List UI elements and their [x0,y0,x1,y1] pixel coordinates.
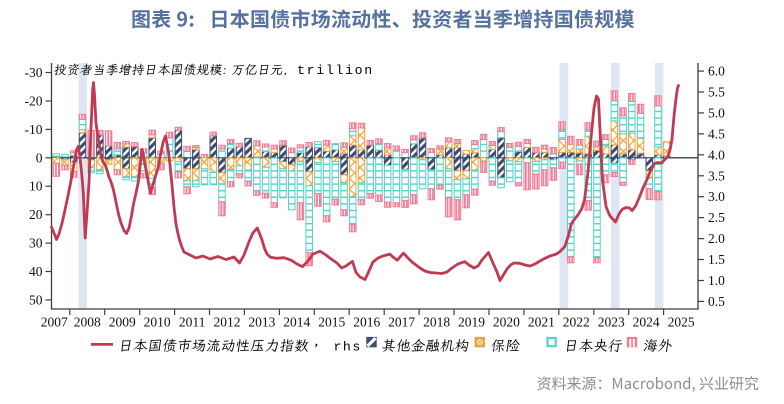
svg-text:1.0: 1.0 [708,273,725,288]
svg-text:30: 30 [29,236,43,251]
svg-text:2024: 2024 [633,315,660,330]
svg-text:3.5: 3.5 [708,168,725,183]
svg-text:6.0: 6.0 [708,64,725,79]
svg-text:2014: 2014 [283,315,310,330]
svg-text:50: 50 [29,292,43,307]
svg-text:5.0: 5.0 [708,105,725,120]
svg-text:2007: 2007 [41,315,68,330]
svg-text:2019: 2019 [458,315,485,330]
svg-text:20: 20 [29,207,43,222]
svg-text:2009: 2009 [109,315,136,330]
svg-text:trillion: trillion [297,63,374,78]
svg-text:2015: 2015 [318,315,345,330]
svg-text:2008: 2008 [74,315,101,330]
svg-text:2013: 2013 [248,315,275,330]
svg-text:40: 40 [29,264,43,279]
svg-text:0.5: 0.5 [708,294,725,309]
svg-text:-10: -10 [25,122,43,137]
svg-text:0: 0 [36,150,43,165]
svg-text:2017: 2017 [388,315,415,330]
svg-text:2.0: 2.0 [708,231,725,246]
svg-text:1.5: 1.5 [708,252,725,267]
svg-text:3.0: 3.0 [708,189,725,204]
svg-text:4.0: 4.0 [708,147,725,162]
svg-text:2020: 2020 [493,315,520,330]
svg-text:2025: 2025 [668,315,695,330]
svg-text:2022: 2022 [563,315,590,330]
svg-text:4.5: 4.5 [708,126,725,141]
svg-text:2023: 2023 [598,315,625,330]
svg-text:2010: 2010 [144,315,171,330]
svg-text:rhs: rhs [334,340,362,355]
svg-text:5.5: 5.5 [708,85,725,100]
svg-text:2012: 2012 [214,315,241,330]
svg-text:2018: 2018 [423,315,450,330]
svg-text:-30: -30 [25,65,43,80]
svg-text:10: 10 [29,179,43,194]
svg-text:2.5: 2.5 [708,210,725,225]
svg-text:2011: 2011 [179,315,206,330]
svg-text:2016: 2016 [353,315,380,330]
svg-text:2021: 2021 [528,315,555,330]
svg-text:-20: -20 [25,94,43,109]
